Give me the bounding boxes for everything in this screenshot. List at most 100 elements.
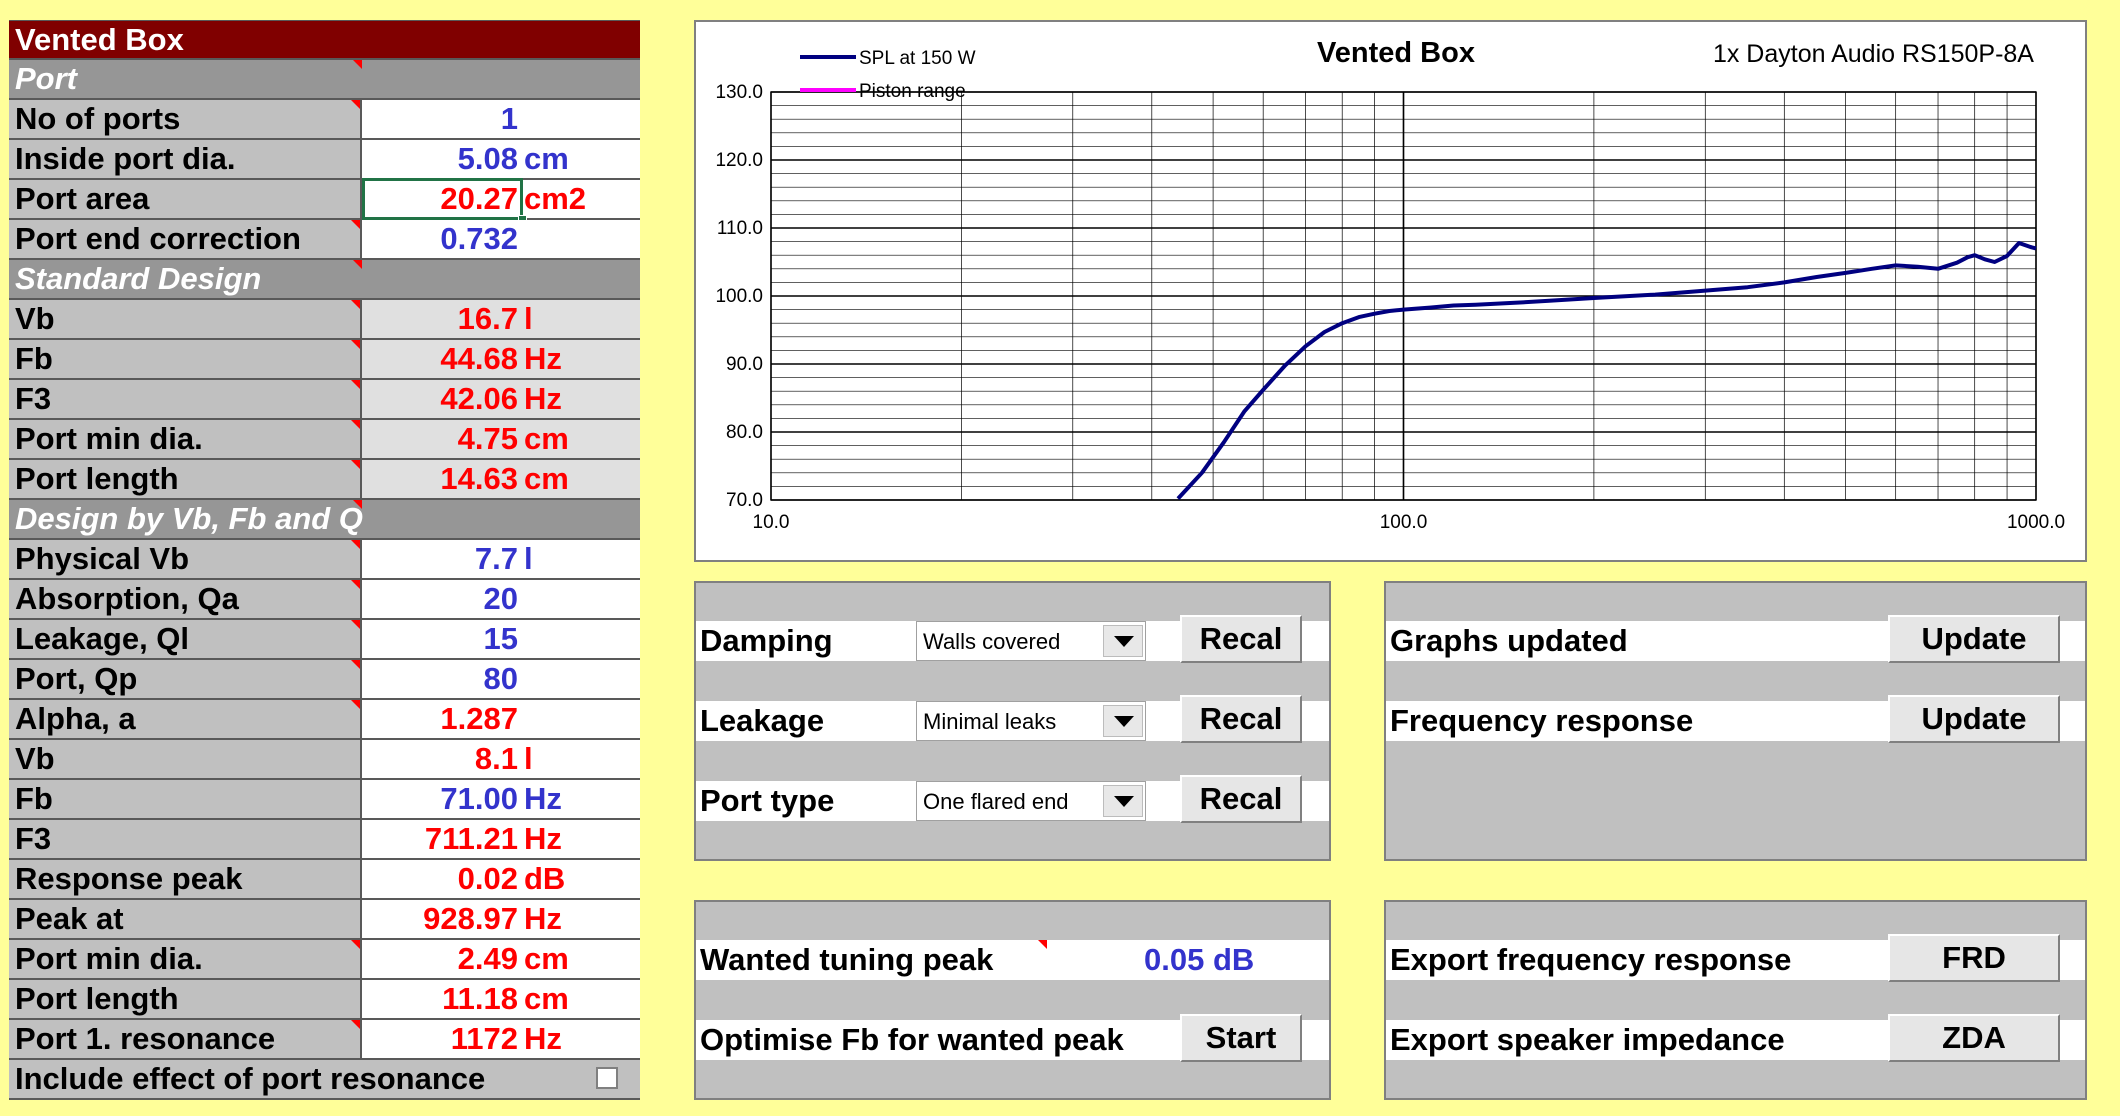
freq-update-button[interactable]: Update <box>1888 695 2060 743</box>
plot-frame <box>770 91 2037 501</box>
comment-marker <box>351 300 360 309</box>
export-panel: Export frequency response FRD Export spe… <box>1384 900 2087 1100</box>
ql-cell[interactable]: 15 <box>362 620 640 658</box>
port-type-select[interactable]: One flared end <box>916 781 1146 821</box>
std-f3-cell[interactable]: 42.06 Hz <box>362 380 640 418</box>
row-response-peak: Response peak 0.02 dB <box>9 860 640 900</box>
qp-value: 80 <box>483 661 518 696</box>
damping-selected: Walls covered <box>923 629 1061 654</box>
std-min-dia-cell[interactable]: 4.75 cm <box>362 420 640 458</box>
x-tick-label: 100.0 <box>1380 512 1428 533</box>
legend-label: SPL at 150 W <box>859 48 976 69</box>
export-frd-button[interactable]: FRD <box>1888 934 2060 982</box>
inside-dia-value: 5.08 <box>457 141 518 176</box>
phys-vb-unit: l <box>524 541 533 576</box>
table-header: Vented Box <box>9 20 640 60</box>
y-tick-label: 120.0 <box>715 150 763 171</box>
chevron-down-icon[interactable] <box>1103 785 1143 817</box>
leakage-select[interactable]: Minimal leaks <box>916 701 1146 741</box>
end-correction-cell[interactable]: 0.732 <box>362 220 640 258</box>
export-frd-label: Export frequency response <box>1390 942 1792 977</box>
no-ports-value: 1 <box>500 101 518 136</box>
comment-marker <box>1038 940 1047 949</box>
y-tick-label: 80.0 <box>726 422 763 443</box>
section-port: Port <box>9 60 640 100</box>
std-fb-value: 44.68 <box>440 341 518 376</box>
std-vb-cell[interactable]: 16.7 l <box>362 300 640 338</box>
row-alpha: Alpha, a 1.287 <box>9 700 640 740</box>
response-peak-cell[interactable]: 0.02 dB <box>362 860 640 898</box>
d-length-cell[interactable]: 11.18 cm <box>362 980 640 1018</box>
graphs-update-button[interactable]: Update <box>1888 615 2060 663</box>
chevron-down-icon[interactable] <box>1103 625 1143 657</box>
alpha-cell[interactable]: 1.287 <box>362 700 640 738</box>
comment-marker <box>351 700 360 709</box>
port-type-label: Port type <box>700 783 835 818</box>
updates-panel: Graphs updated Update Frequency response… <box>1384 581 2087 861</box>
comment-marker <box>351 660 360 669</box>
no-ports-cell[interactable]: 1 <box>362 100 640 138</box>
chevron-down-icon[interactable] <box>1103 705 1143 737</box>
comment-marker <box>351 940 360 949</box>
qp-cell[interactable]: 80 <box>362 660 640 698</box>
series-line <box>1176 241 2037 500</box>
phys-vb-cell[interactable]: 7.7 l <box>362 540 640 578</box>
d-f3-cell[interactable]: 711.21 Hz <box>362 820 640 858</box>
qa-cell[interactable]: 20 <box>362 580 640 618</box>
phys-vb-value: 7.7 <box>474 541 518 576</box>
d-fb-value: 71.00 <box>440 781 518 816</box>
leakage-recal-button[interactable]: Recal <box>1180 695 1302 743</box>
options-panel: Damping Walls covered Recal Leakage Mini… <box>694 581 1331 861</box>
d-min-dia-value: 2.49 <box>457 941 518 976</box>
section-design-vfq: Design by Vb, Fb and Q <box>9 500 640 540</box>
port-area-cell[interactable]: 20.27 cm2 <box>362 178 640 224</box>
wanted-peak-row: Wanted tuning peak 0.05 dB <box>696 940 1329 980</box>
inside-dia-cell[interactable]: 5.08 cm <box>362 140 640 178</box>
y-tick-label: 100.0 <box>715 286 763 307</box>
export-frd-row: Export frequency response FRD <box>1386 934 2085 982</box>
row-qa: Absorption, Qa 20 <box>9 580 640 620</box>
std-fb-cell[interactable]: 44.68 Hz <box>362 340 640 378</box>
inside-dia-label: Inside port dia. <box>15 141 236 176</box>
d-f3-unit: Hz <box>524 821 562 856</box>
row-inside-dia: Inside port dia. 5.08 cm <box>9 140 640 180</box>
export-zda-button[interactable]: ZDA <box>1888 1014 2060 1062</box>
damping-select[interactable]: Walls covered <box>916 621 1146 661</box>
peak-at-label: Peak at <box>15 901 124 936</box>
wanted-peak-value[interactable]: 0.05 dB <box>1144 942 1255 977</box>
row-no-ports: No of ports 1 <box>9 100 640 140</box>
peak-at-cell[interactable]: 928.97 Hz <box>362 900 640 938</box>
row-end-correction: Port end correction 0.732 <box>9 220 640 260</box>
damping-recal-button[interactable]: Recal <box>1180 615 1302 663</box>
row-port-resonance: Port 1. resonance 1172 Hz <box>9 1020 640 1060</box>
response-peak-value: 0.02 <box>457 861 518 896</box>
row-peak-at: Peak at 928.97 Hz <box>9 900 640 940</box>
comment-marker <box>351 340 360 349</box>
d-min-dia-cell[interactable]: 2.49 cm <box>362 940 640 978</box>
graphs-updated-label: Graphs updated <box>1390 623 1628 658</box>
optimise-start-button[interactable]: Start <box>1180 1014 1302 1062</box>
optimise-row: Optimise Fb for wanted peak Start <box>696 1014 1329 1062</box>
port-type-recal-button[interactable]: Recal <box>1180 775 1302 823</box>
std-length-cell[interactable]: 14.63 cm <box>362 460 640 498</box>
response-peak-label: Response peak <box>15 861 243 896</box>
d-fb-cell[interactable]: 71.00 Hz <box>362 780 640 818</box>
ql-label: Leakage, Ql <box>15 621 190 656</box>
port-resonance-cell[interactable]: 1172 Hz <box>362 1020 640 1058</box>
row-ql: Leakage, Ql 15 <box>9 620 640 660</box>
std-fb-unit: Hz <box>524 341 562 376</box>
qa-value: 20 <box>483 581 518 616</box>
comment-marker <box>351 620 360 629</box>
std-vb-label: Vb <box>15 301 55 336</box>
d-vb-cell[interactable]: 8.1 l <box>362 740 640 778</box>
port-resonance-label: Port 1. resonance <box>15 1021 276 1056</box>
d-f3-value: 711.21 <box>424 821 518 856</box>
row-d-vb: Vb 8.1 l <box>9 740 640 780</box>
row-phys-vb: Physical Vb 7.7 l <box>9 540 640 580</box>
no-ports-label: No of ports <box>15 101 181 136</box>
freq-response-row: Frequency response Update <box>1386 695 2085 743</box>
leakage-row: Leakage Minimal leaks Recal <box>696 695 1329 743</box>
include-resonance-checkbox[interactable] <box>596 1067 618 1089</box>
optimise-label: Optimise Fb for wanted peak <box>700 1022 1124 1057</box>
d-length-unit: cm <box>524 981 569 1016</box>
